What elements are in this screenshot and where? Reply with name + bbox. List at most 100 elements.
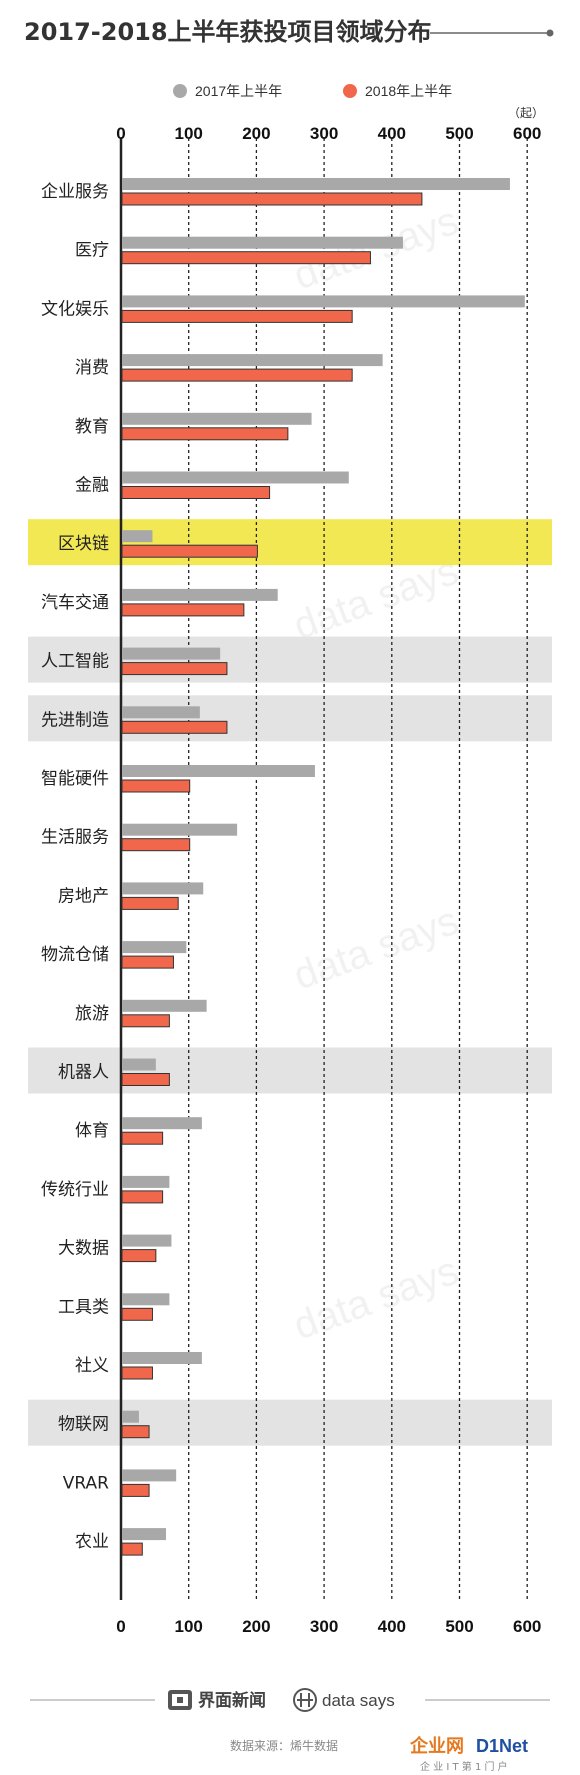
bar-2018 xyxy=(121,779,191,793)
category-label: 消费 xyxy=(75,358,109,378)
highlight-band xyxy=(28,1399,552,1446)
bar-2017 xyxy=(122,354,383,367)
x-tick-label-bottom: 300 xyxy=(310,1617,338,1636)
bar-2018 xyxy=(121,486,271,499)
bar-2018 xyxy=(121,309,353,323)
data-source: 数据来源：烯牛数据 xyxy=(230,1738,338,1753)
category-label: 物流仓储 xyxy=(41,945,109,965)
datasays-brand: data says xyxy=(322,1691,395,1710)
x-tick-label-bottom: 0 xyxy=(116,1617,125,1636)
watermark-datasays: data says xyxy=(288,899,464,999)
bar-2018 xyxy=(121,427,289,441)
bar-2018 xyxy=(121,1014,170,1028)
category-label: 汽车交通 xyxy=(41,593,109,613)
legend-2018-label: 2018年上半年 xyxy=(365,83,452,99)
bar-2018 xyxy=(121,544,258,558)
bar-2017 xyxy=(122,706,200,719)
bar-2018 xyxy=(121,603,245,617)
highlight-band xyxy=(28,695,552,742)
bar-2018 xyxy=(121,838,191,852)
bar-2018 xyxy=(121,1131,164,1145)
bar-2017 xyxy=(122,1058,156,1071)
category-label: 医疗 xyxy=(75,241,109,261)
bar-2017 xyxy=(122,941,187,954)
x-tick-label-top: 0 xyxy=(116,124,125,143)
bar-2017 xyxy=(122,1175,170,1188)
category-label: 大数据 xyxy=(58,1239,109,1259)
category-label: 房地产 xyxy=(58,886,109,906)
category-label: 教育 xyxy=(75,417,109,437)
x-axis-top: 0 100 200 300 400 500 600 xyxy=(116,124,541,143)
x-tick-label-top: 200 xyxy=(242,124,270,143)
highlight-band xyxy=(28,519,552,566)
x-tick-label-top: 400 xyxy=(378,124,406,143)
bar-2018 xyxy=(121,720,228,734)
unit-label: （起） xyxy=(508,106,544,120)
bar-2017 xyxy=(122,823,238,836)
bar-2017 xyxy=(122,588,278,601)
title-rule-dot xyxy=(546,29,554,37)
x-tick-label-top: 100 xyxy=(175,124,203,143)
bar-2018 xyxy=(121,192,423,206)
legend-2017-label: 2017年上半年 xyxy=(195,83,282,99)
bars xyxy=(121,178,525,1556)
jiemian-logo-icon xyxy=(168,1690,192,1710)
category-label: 社义 xyxy=(75,1356,109,1376)
bar-2018 xyxy=(121,251,371,265)
category-label: 工具类 xyxy=(58,1297,109,1317)
bar-2018 xyxy=(121,896,179,910)
d1net-logo: 企业网 D1Net 企 业 I T 第 1 门 户 xyxy=(409,1735,528,1773)
bar-2017 xyxy=(122,471,349,484)
bar-2018 xyxy=(121,1425,150,1439)
x-tick-label-bottom: 600 xyxy=(513,1617,541,1636)
bar-2017 xyxy=(122,647,221,660)
x-tick-label-top: 300 xyxy=(310,124,338,143)
bar-2017 xyxy=(122,1410,139,1423)
d1net-logo-accent: D1Net xyxy=(476,1736,528,1756)
watermark-datasays: data says xyxy=(288,1249,464,1349)
highlight-bands xyxy=(28,519,552,1446)
category-labels: 企业服务医疗文化娱乐消费教育金融区块链汽车交通人工智能先进制造智能硬件生活服务房… xyxy=(41,182,109,1552)
bar-2017 xyxy=(122,1469,177,1482)
bar-2018 xyxy=(121,1483,150,1497)
bar-2017 xyxy=(122,882,204,895)
category-label: 企业服务 xyxy=(41,182,109,202)
x-tick-label-bottom: 500 xyxy=(445,1617,473,1636)
category-label: 机器人 xyxy=(58,1063,109,1083)
category-label: 人工智能 xyxy=(41,652,109,672)
bar-2018 xyxy=(121,1073,170,1086)
bar-2017 xyxy=(122,236,403,249)
x-tick-label-bottom: 200 xyxy=(242,1617,270,1636)
category-label: 旅游 xyxy=(75,1004,109,1024)
bar-2018 xyxy=(121,662,228,676)
category-label: 区块链 xyxy=(58,534,109,554)
bar-2017 xyxy=(122,295,525,308)
bar-2017 xyxy=(122,1234,172,1247)
bar-2018 xyxy=(121,1249,157,1263)
legend-2017-swatch xyxy=(173,84,187,98)
bar-2017 xyxy=(122,530,153,543)
category-label: 智能硬件 xyxy=(41,769,109,789)
category-label: 传统行业 xyxy=(41,1180,109,1200)
bar-2017 xyxy=(122,1117,202,1130)
x-tick-label-top: 600 xyxy=(513,124,541,143)
datasays-logo-icon xyxy=(293,1688,317,1712)
highlight-band xyxy=(28,636,552,683)
bar-2017 xyxy=(122,1293,170,1306)
bar-2018 xyxy=(121,1307,153,1321)
bar-2018 xyxy=(121,1190,164,1204)
bar-2018 xyxy=(121,1366,153,1380)
category-label: 先进制造 xyxy=(41,710,109,730)
bar-2018 xyxy=(121,1542,143,1556)
bar-2017 xyxy=(122,999,207,1012)
bar-2018 xyxy=(121,955,174,969)
bar-2018 xyxy=(121,368,353,382)
bar-2017 xyxy=(122,1528,167,1541)
category-label: 金融 xyxy=(75,476,109,496)
x-tick-label-top: 500 xyxy=(445,124,473,143)
category-label: 文化娱乐 xyxy=(41,299,109,319)
bar-2017 xyxy=(122,178,510,190)
bar-2017 xyxy=(122,1352,202,1364)
